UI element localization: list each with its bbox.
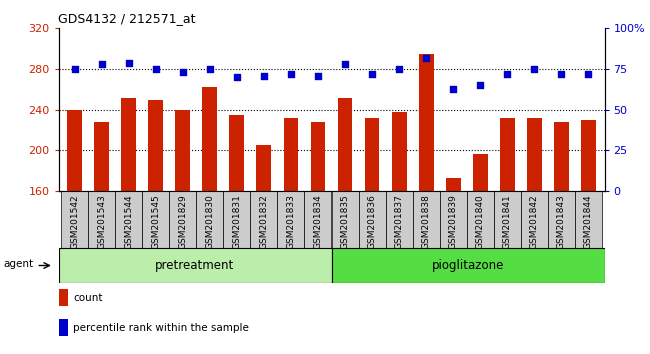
Point xyxy=(313,73,323,78)
Text: GSM201829: GSM201829 xyxy=(178,194,187,249)
Bar xyxy=(581,120,595,191)
Point xyxy=(259,73,269,78)
Bar xyxy=(311,122,326,191)
Text: pioglitazone: pioglitazone xyxy=(432,259,504,272)
Bar xyxy=(169,191,196,248)
Bar xyxy=(554,122,569,191)
Point xyxy=(70,66,80,72)
Point xyxy=(205,66,215,72)
Point xyxy=(529,66,539,72)
Text: pretreatment: pretreatment xyxy=(155,259,235,272)
Bar xyxy=(359,191,385,248)
Bar xyxy=(526,118,541,191)
Bar xyxy=(337,97,352,191)
Bar xyxy=(148,99,163,191)
Text: GSM201842: GSM201842 xyxy=(530,194,539,249)
Text: percentile rank within the sample: percentile rank within the sample xyxy=(73,323,249,333)
Bar xyxy=(494,191,521,248)
Bar xyxy=(385,191,413,248)
Bar xyxy=(332,191,359,248)
Text: GSM201830: GSM201830 xyxy=(205,194,214,249)
Bar xyxy=(202,87,217,191)
Bar xyxy=(392,112,406,191)
Bar xyxy=(122,97,136,191)
Bar xyxy=(439,191,467,248)
Bar xyxy=(115,191,142,248)
Text: GDS4132 / 212571_at: GDS4132 / 212571_at xyxy=(58,12,196,25)
Text: GSM201543: GSM201543 xyxy=(98,194,106,249)
Point xyxy=(231,74,242,80)
Text: GSM201840: GSM201840 xyxy=(476,194,485,249)
Text: GSM201832: GSM201832 xyxy=(259,194,268,249)
Point xyxy=(97,61,107,67)
Point xyxy=(394,66,404,72)
Text: GSM201836: GSM201836 xyxy=(367,194,376,249)
Point xyxy=(177,69,188,75)
Bar xyxy=(521,191,548,248)
Bar xyxy=(278,191,304,248)
Bar xyxy=(58,248,332,283)
Bar xyxy=(473,154,488,191)
Bar xyxy=(176,110,190,191)
Text: GSM201841: GSM201841 xyxy=(502,194,512,249)
Text: GSM201838: GSM201838 xyxy=(422,194,430,249)
Bar xyxy=(257,145,271,191)
Bar xyxy=(500,118,515,191)
Point xyxy=(448,86,458,91)
Point xyxy=(475,82,486,88)
Bar xyxy=(142,191,169,248)
Bar xyxy=(94,122,109,191)
Text: GSM201844: GSM201844 xyxy=(584,194,593,249)
Text: GSM201544: GSM201544 xyxy=(124,194,133,249)
Text: GSM201837: GSM201837 xyxy=(395,194,404,249)
Bar xyxy=(332,248,604,283)
Bar xyxy=(575,191,602,248)
Point xyxy=(340,61,350,67)
Bar xyxy=(446,178,461,191)
Text: GSM201833: GSM201833 xyxy=(287,194,296,249)
Bar xyxy=(283,118,298,191)
Bar xyxy=(88,191,115,248)
Text: GSM201843: GSM201843 xyxy=(557,194,566,249)
Point xyxy=(367,71,377,77)
Point xyxy=(286,71,296,77)
Point xyxy=(502,71,512,77)
Text: agent: agent xyxy=(3,259,33,269)
Bar xyxy=(68,110,82,191)
Point xyxy=(124,60,134,65)
Bar xyxy=(196,191,224,248)
Text: GSM201839: GSM201839 xyxy=(448,194,458,249)
Point xyxy=(151,66,161,72)
Text: GSM201545: GSM201545 xyxy=(151,194,161,249)
Point xyxy=(556,71,566,77)
Bar xyxy=(61,191,88,248)
Bar xyxy=(58,289,68,306)
Bar xyxy=(224,191,250,248)
Bar xyxy=(413,191,439,248)
Text: GSM201834: GSM201834 xyxy=(313,194,322,249)
Bar xyxy=(467,191,494,248)
Text: count: count xyxy=(73,293,103,303)
Bar xyxy=(250,191,278,248)
Bar xyxy=(548,191,575,248)
Text: GSM201831: GSM201831 xyxy=(233,194,241,249)
Bar xyxy=(304,191,332,248)
Bar xyxy=(229,115,244,191)
Point xyxy=(421,55,432,61)
Bar xyxy=(365,118,380,191)
Text: GSM201542: GSM201542 xyxy=(70,194,79,249)
Bar xyxy=(58,319,68,336)
Bar xyxy=(419,54,434,191)
Point xyxy=(583,71,593,77)
Text: GSM201835: GSM201835 xyxy=(341,194,350,249)
